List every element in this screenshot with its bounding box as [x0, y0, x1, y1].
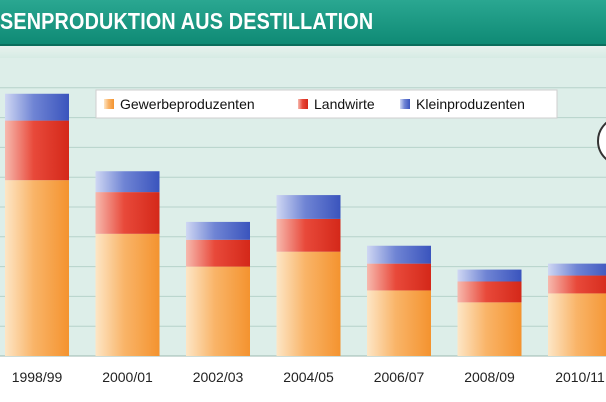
bar-kleinproduzenten-2004-05 — [276, 195, 341, 219]
bar-gewerbeproduzenten-2004-05 — [276, 251, 341, 356]
legend-box — [95, 89, 558, 119]
x-tick-label: 1998/99 — [12, 369, 63, 385]
chart-title: SENPRODUKTION AUS DESTILLATION — [0, 8, 374, 34]
bar-kleinproduzenten-2000-01 — [95, 171, 160, 193]
bar-landwirte-2000-01 — [95, 192, 160, 234]
legend: Gewerbeproduzenten Landwirte Kleinproduz… — [95, 89, 558, 119]
x-tick-label: 2002/03 — [193, 369, 244, 385]
title-bar-shadow — [0, 46, 606, 58]
legend-swatch-gewerbeproduzenten — [104, 99, 114, 109]
bar-landwirte-2004-05 — [276, 218, 341, 252]
bar-gewerbeproduzenten-2006-07 — [367, 290, 431, 356]
bar-gewerbeproduzenten-1998-99 — [5, 180, 69, 356]
bar-kleinproduzenten-2010-11 — [548, 263, 606, 276]
x-tick-label: 2006/07 — [374, 369, 425, 385]
x-tick-label: 2000/01 — [102, 369, 153, 385]
legend-label-landwirte: Landwirte — [314, 96, 375, 112]
bars — [5, 93, 606, 356]
legend-label-gewerbeproduzenten: Gewerbeproduzenten — [120, 96, 255, 112]
cropped-badge-icon — [597, 121, 606, 161]
bar-kleinproduzenten-2002-03 — [186, 221, 250, 240]
bar-kleinproduzenten-2006-07 — [367, 245, 431, 264]
bar-gewerbeproduzenten-2000-01 — [95, 233, 160, 356]
x-tick-label: 2010/11 — [555, 369, 605, 385]
bar-kleinproduzenten-2008-09 — [457, 269, 522, 282]
legend-label-kleinproduzenten: Kleinproduzenten — [416, 96, 525, 112]
bar-gewerbeproduzenten-2002-03 — [186, 266, 250, 356]
bar-landwirte-1998-99 — [5, 120, 69, 181]
bar-gewerbeproduzenten-2008-09 — [457, 302, 522, 356]
x-tick-label: 2008/09 — [464, 369, 515, 385]
bar-landwirte-2010-11 — [548, 275, 606, 294]
legend-swatch-landwirte — [298, 99, 308, 109]
legend-swatch-kleinproduzenten — [400, 99, 410, 109]
x-axis-labels: 1998/99 2000/01 2002/03 2004/05 2006/07 2008/… — [12, 369, 605, 385]
title-bar: SENPRODUKTION AUS DESTILLATION — [0, 0, 606, 46]
chart: 1998/99 2000/01 2002/03 2004/05 2006/07 2008/… — [0, 58, 606, 385]
bar-landwirte-2006-07 — [367, 263, 431, 291]
bar-kleinproduzenten-1998-99 — [5, 93, 69, 121]
x-tick-label: 2004/05 — [283, 369, 334, 385]
bar-landwirte-2008-09 — [457, 281, 522, 303]
bar-gewerbeproduzenten-2010-11 — [548, 293, 606, 356]
bar-landwirte-2002-03 — [186, 239, 250, 267]
